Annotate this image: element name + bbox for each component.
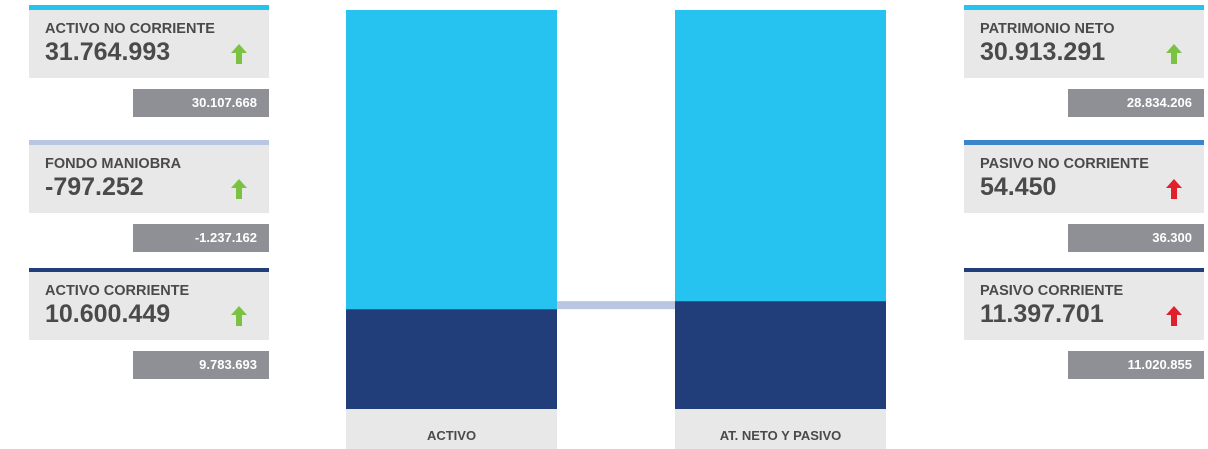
previous-value-activo-corriente: 9.783.693 bbox=[133, 351, 269, 379]
category-label-box-activo bbox=[346, 409, 557, 449]
bar-non-current-at-neto-y-pasivo bbox=[675, 10, 886, 302]
kpi-card-patrimonio-neto: PATRIMONIO NETO 30.913.291 bbox=[964, 10, 1204, 78]
kpi-value: 30.913.291 bbox=[980, 38, 1106, 66]
arrow-up-icon bbox=[1166, 44, 1182, 64]
card-top-border-patrimonio-neto bbox=[964, 5, 1204, 10]
kpi-value: -797.252 bbox=[45, 173, 144, 201]
card-top-border-activo-corriente bbox=[29, 268, 269, 272]
category-label-box-at-neto-y-pasivo bbox=[675, 409, 886, 449]
kpi-card-pasivo-corriente: PASIVO CORRIENTE 11.397.701 bbox=[964, 272, 1204, 340]
kpi-label: FONDO MANIOBRA bbox=[45, 156, 182, 172]
previous-value-fondo-maniobra: -1.237.162 bbox=[133, 224, 269, 252]
previous-value-patrimonio-neto: 28.834.206 bbox=[1068, 89, 1204, 117]
category-label-activo: ACTIVO bbox=[427, 428, 476, 443]
bar-current-at-neto-y-pasivo bbox=[675, 301, 886, 409]
kpi-label: PASIVO CORRIENTE bbox=[980, 283, 1124, 299]
arrow-up-icon bbox=[231, 44, 247, 64]
kpi-value: 31.764.993 bbox=[45, 38, 171, 66]
kpi-label: ACTIVO NO CORRIENTE bbox=[45, 21, 215, 37]
working-capital-connector bbox=[557, 301, 675, 310]
previous-value-pasivo-no-corriente: 36.300 bbox=[1068, 224, 1204, 252]
kpi-value: 54.450 bbox=[980, 173, 1057, 201]
previous-value-pasivo-corriente: 11.020.855 bbox=[1068, 351, 1204, 379]
kpi-label: PATRIMONIO NETO bbox=[980, 21, 1115, 37]
arrow-up-icon bbox=[231, 179, 247, 199]
card-top-border-activo-no-corriente bbox=[29, 5, 269, 10]
bar-current-activo bbox=[346, 309, 557, 409]
kpi-card-fondo-maniobra: FONDO MANIOBRA -797.252 bbox=[29, 145, 269, 213]
arrow-up-icon bbox=[231, 306, 247, 326]
kpi-value: 11.397.701 bbox=[980, 300, 1104, 328]
kpi-card-pasivo-no-corriente: PASIVO NO CORRIENTE 54.450 bbox=[964, 145, 1204, 213]
kpi-card-activo-corriente: ACTIVO CORRIENTE 10.600.449 bbox=[29, 272, 269, 340]
card-top-border-pasivo-corriente bbox=[964, 268, 1204, 272]
kpi-label: ACTIVO CORRIENTE bbox=[45, 283, 190, 299]
kpi-card-activo-no-corriente: ACTIVO NO CORRIENTE 31.764.993 bbox=[29, 10, 269, 78]
card-top-border-pasivo-no-corriente bbox=[964, 140, 1204, 145]
arrow-up-icon bbox=[1166, 179, 1182, 199]
previous-value-activo-no-corriente: 30.107.668 bbox=[133, 89, 269, 117]
bar-non-current-activo bbox=[346, 10, 557, 310]
category-label-at-neto-y-pasivo: AT. NETO Y PASIVO bbox=[720, 428, 842, 443]
kpi-label: PASIVO NO CORRIENTE bbox=[980, 156, 1149, 172]
arrow-up-icon bbox=[1166, 306, 1182, 326]
card-top-border-fondo-maniobra bbox=[29, 140, 269, 145]
kpi-value: 10.600.449 bbox=[45, 300, 171, 328]
